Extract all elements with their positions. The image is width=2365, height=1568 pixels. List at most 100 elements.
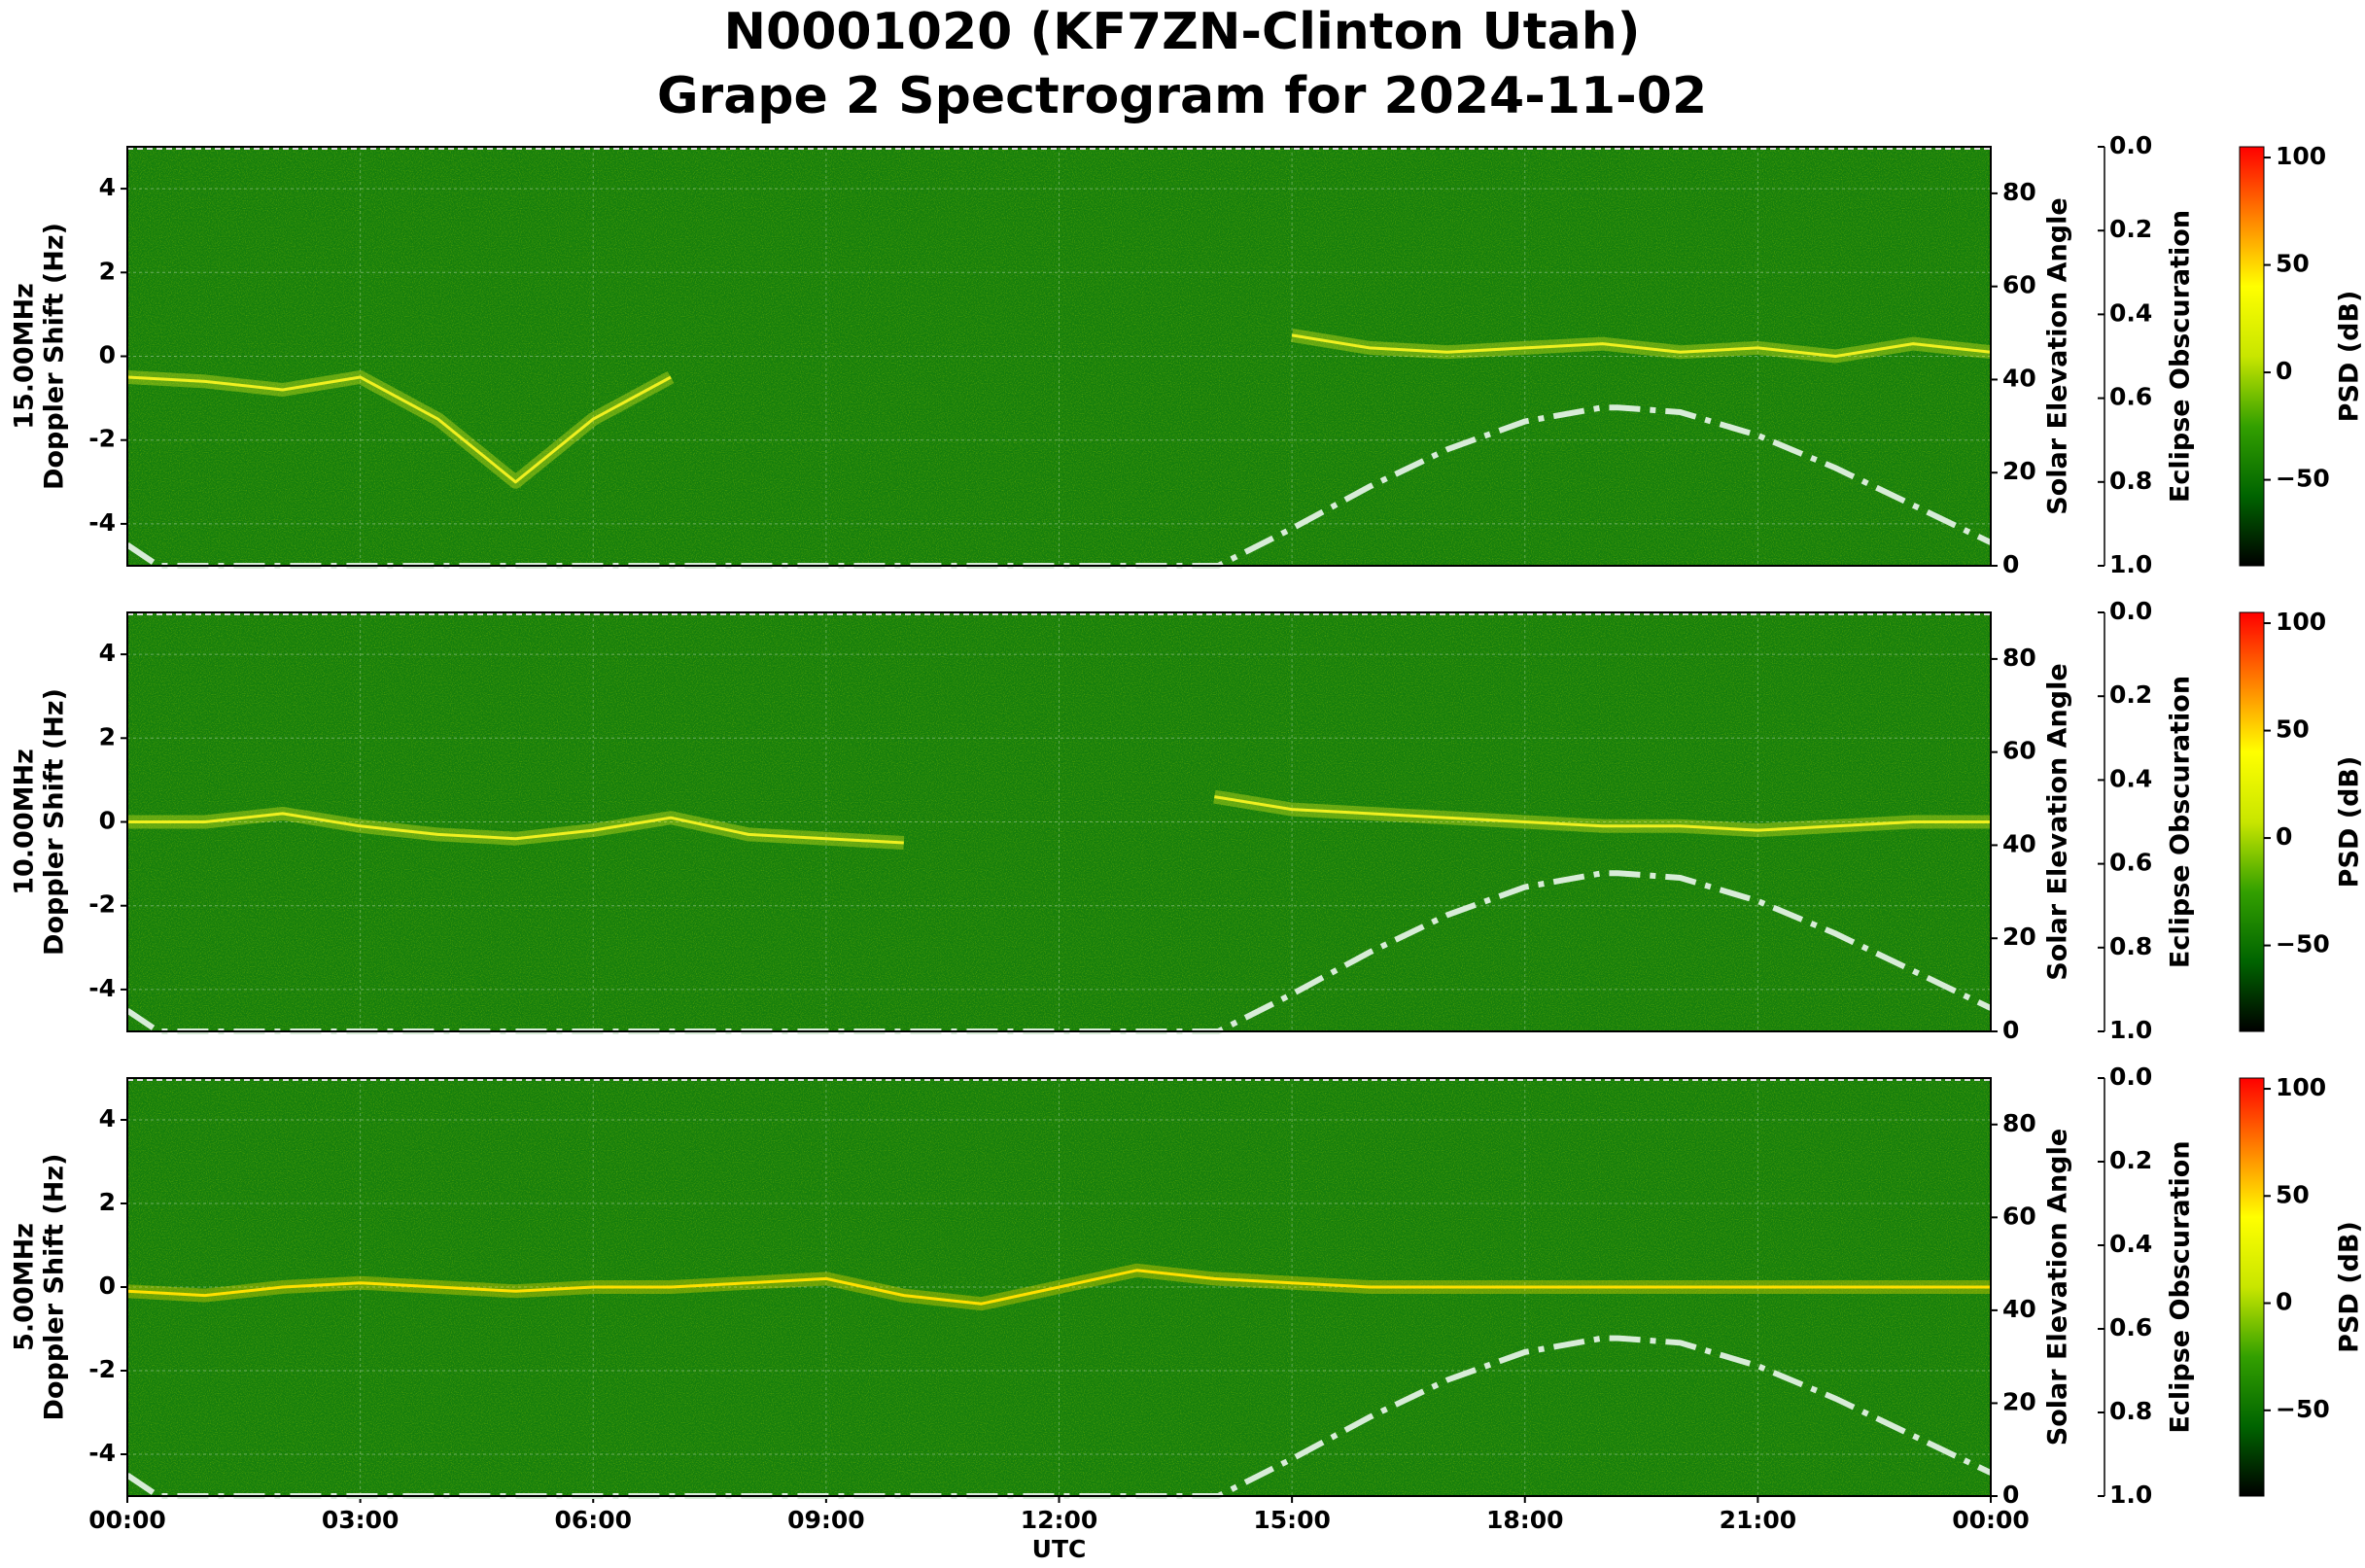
y3-tick-label: 0.2 xyxy=(2109,1146,2152,1174)
y3-tick-label: 0.4 xyxy=(2109,764,2152,792)
y3-tick-label: 0.2 xyxy=(2109,680,2152,709)
y3-tick-label: 0.0 xyxy=(2109,1063,2152,1091)
solar-elevation-line xyxy=(125,1335,1993,1499)
y-tick-label: -2 xyxy=(88,1355,116,1383)
doppler-trace xyxy=(127,795,1991,845)
y3-axis-label: Eclipse Obscuration xyxy=(2166,210,2196,503)
y3-tick-label: 0.0 xyxy=(2109,597,2152,625)
colorbar-tick-label: −50 xyxy=(2276,465,2330,493)
colorbar-tick-label: 0 xyxy=(2276,357,2292,385)
band-label: 5.00MHz xyxy=(10,1223,40,1351)
colorbar-label: PSD (dB) xyxy=(2335,291,2365,423)
y2-tick-label: 60 xyxy=(2002,737,2036,765)
y3-tick-label: 0.4 xyxy=(2109,1230,2152,1258)
y-tick-label: 0 xyxy=(99,807,116,835)
doppler-trace xyxy=(126,333,1992,484)
colorbar-tick-label: 0 xyxy=(2276,1288,2292,1316)
colorbar-tick-label: −50 xyxy=(2276,930,2330,958)
colorbar-tick-label: 100 xyxy=(2276,142,2326,170)
y3-tick-label: 0.2 xyxy=(2109,215,2152,243)
y2-tick-label: 20 xyxy=(2002,1387,2036,1415)
y2-axis-label: Solar Elevation Angle xyxy=(2043,197,2073,514)
title-line: N0001020 (KF7ZN-Clinton Utah) xyxy=(724,3,1641,61)
x-tick-label: 15:00 xyxy=(1253,1506,1331,1534)
spectrogram-noise xyxy=(127,612,1991,1031)
colorbar-tick-label: 50 xyxy=(2276,250,2310,278)
y2-axis-label: Solar Elevation Angle xyxy=(2043,663,2073,980)
colorbar-tick-label: 50 xyxy=(2276,1180,2310,1208)
colorbar-tick-label: 100 xyxy=(2276,608,2326,636)
y2-tick-label: 20 xyxy=(2002,923,2036,951)
y-tick-label: 0 xyxy=(99,1272,116,1300)
y3-tick-label: 1.0 xyxy=(2109,1016,2152,1044)
y2-tick-label: 80 xyxy=(2002,1109,2036,1137)
y3-tick-label: 0.6 xyxy=(2109,1313,2152,1342)
x-tick-label: 18:00 xyxy=(1486,1506,1564,1534)
y3-tick-label: 1.0 xyxy=(2109,1481,2152,1509)
plot-frame xyxy=(126,146,1992,567)
colorbar-tick-label: 50 xyxy=(2276,715,2310,744)
colorbar-label: PSD (dB) xyxy=(2335,1221,2365,1353)
y-tick-label: 4 xyxy=(99,639,116,667)
y-tick-label: 2 xyxy=(99,1188,116,1216)
y-tick-label: -2 xyxy=(88,425,116,453)
colorbar-tick-label: 100 xyxy=(2276,1073,2326,1101)
y-axis-label: Doppler Shift (Hz) xyxy=(40,688,70,956)
x-tick-label: 06:00 xyxy=(554,1506,632,1534)
y-tick-label: 2 xyxy=(99,257,116,285)
spectrogram-noise xyxy=(127,147,1991,566)
colorbar xyxy=(2239,611,2265,1032)
colorbar xyxy=(2239,146,2265,567)
y-tick-label: -4 xyxy=(88,1439,116,1467)
y-tick-label: -2 xyxy=(88,890,116,919)
y3-tick-label: 0.8 xyxy=(2109,467,2152,495)
y-tick-label: -4 xyxy=(88,508,116,537)
x-tick-label: 09:00 xyxy=(787,1506,865,1534)
colorbar-label: PSD (dB) xyxy=(2335,756,2365,889)
band-label: 15.00MHz xyxy=(10,283,40,430)
colorbar-tick-label: −50 xyxy=(2276,1395,2330,1423)
y3-tick-label: 0.8 xyxy=(2109,932,2152,960)
x-axis-label: UTC xyxy=(1032,1535,1087,1563)
y2-tick-label: 20 xyxy=(2002,457,2036,485)
y2-tick-label: 60 xyxy=(2002,271,2036,299)
colorbar xyxy=(2239,1077,2265,1497)
y2-tick-label: 60 xyxy=(2002,1202,2036,1230)
y3-tick-label: 0.0 xyxy=(2109,131,2152,159)
y2-axis-label: Solar Elevation Angle xyxy=(2043,1129,2073,1446)
y2-tick-label: 40 xyxy=(2002,1295,2036,1323)
plot-frame xyxy=(126,611,1992,1032)
x-tick-label: 12:00 xyxy=(1021,1506,1098,1534)
plot-frame xyxy=(126,1077,1992,1497)
doppler-trace xyxy=(126,1269,1991,1306)
y-axis-label: Doppler Shift (Hz) xyxy=(40,1154,70,1421)
title-line: Grape 2 Spectrogram for 2024-11-02 xyxy=(657,67,1707,125)
y2-tick-label: 80 xyxy=(2002,178,2036,206)
x-tick-label: 21:00 xyxy=(1720,1506,1797,1534)
y3-axis-label: Eclipse Obscuration xyxy=(2166,676,2196,968)
y-axis-label: Doppler Shift (Hz) xyxy=(40,223,70,490)
y2-tick-label: 80 xyxy=(2002,644,2036,672)
y2-tick-label: 0 xyxy=(2002,1481,2019,1509)
y-tick-label: 2 xyxy=(99,722,116,750)
y2-tick-label: 40 xyxy=(2002,364,2036,392)
y-tick-label: 4 xyxy=(99,1104,116,1132)
y-tick-label: -4 xyxy=(88,974,116,1002)
y3-tick-label: 0.6 xyxy=(2109,849,2152,877)
x-tick-label: 00:00 xyxy=(1952,1506,2030,1534)
y2-tick-label: 40 xyxy=(2002,829,2036,857)
y2-tick-label: 0 xyxy=(2002,1016,2019,1044)
y3-tick-label: 1.0 xyxy=(2109,550,2152,578)
y3-tick-label: 0.8 xyxy=(2109,1397,2152,1425)
y3-tick-label: 0.6 xyxy=(2109,383,2152,411)
y-tick-label: 0 xyxy=(99,341,116,369)
colorbar-tick-label: 0 xyxy=(2276,822,2292,851)
solar-elevation-line xyxy=(125,870,1993,1034)
y2-tick-label: 0 xyxy=(2002,550,2019,578)
band-label: 10.00MHz xyxy=(10,749,40,895)
solar-elevation-line xyxy=(125,404,1993,569)
x-tick-label: 03:00 xyxy=(322,1506,400,1534)
y-tick-label: 4 xyxy=(99,173,116,201)
x-tick-label: 00:00 xyxy=(88,1506,166,1534)
